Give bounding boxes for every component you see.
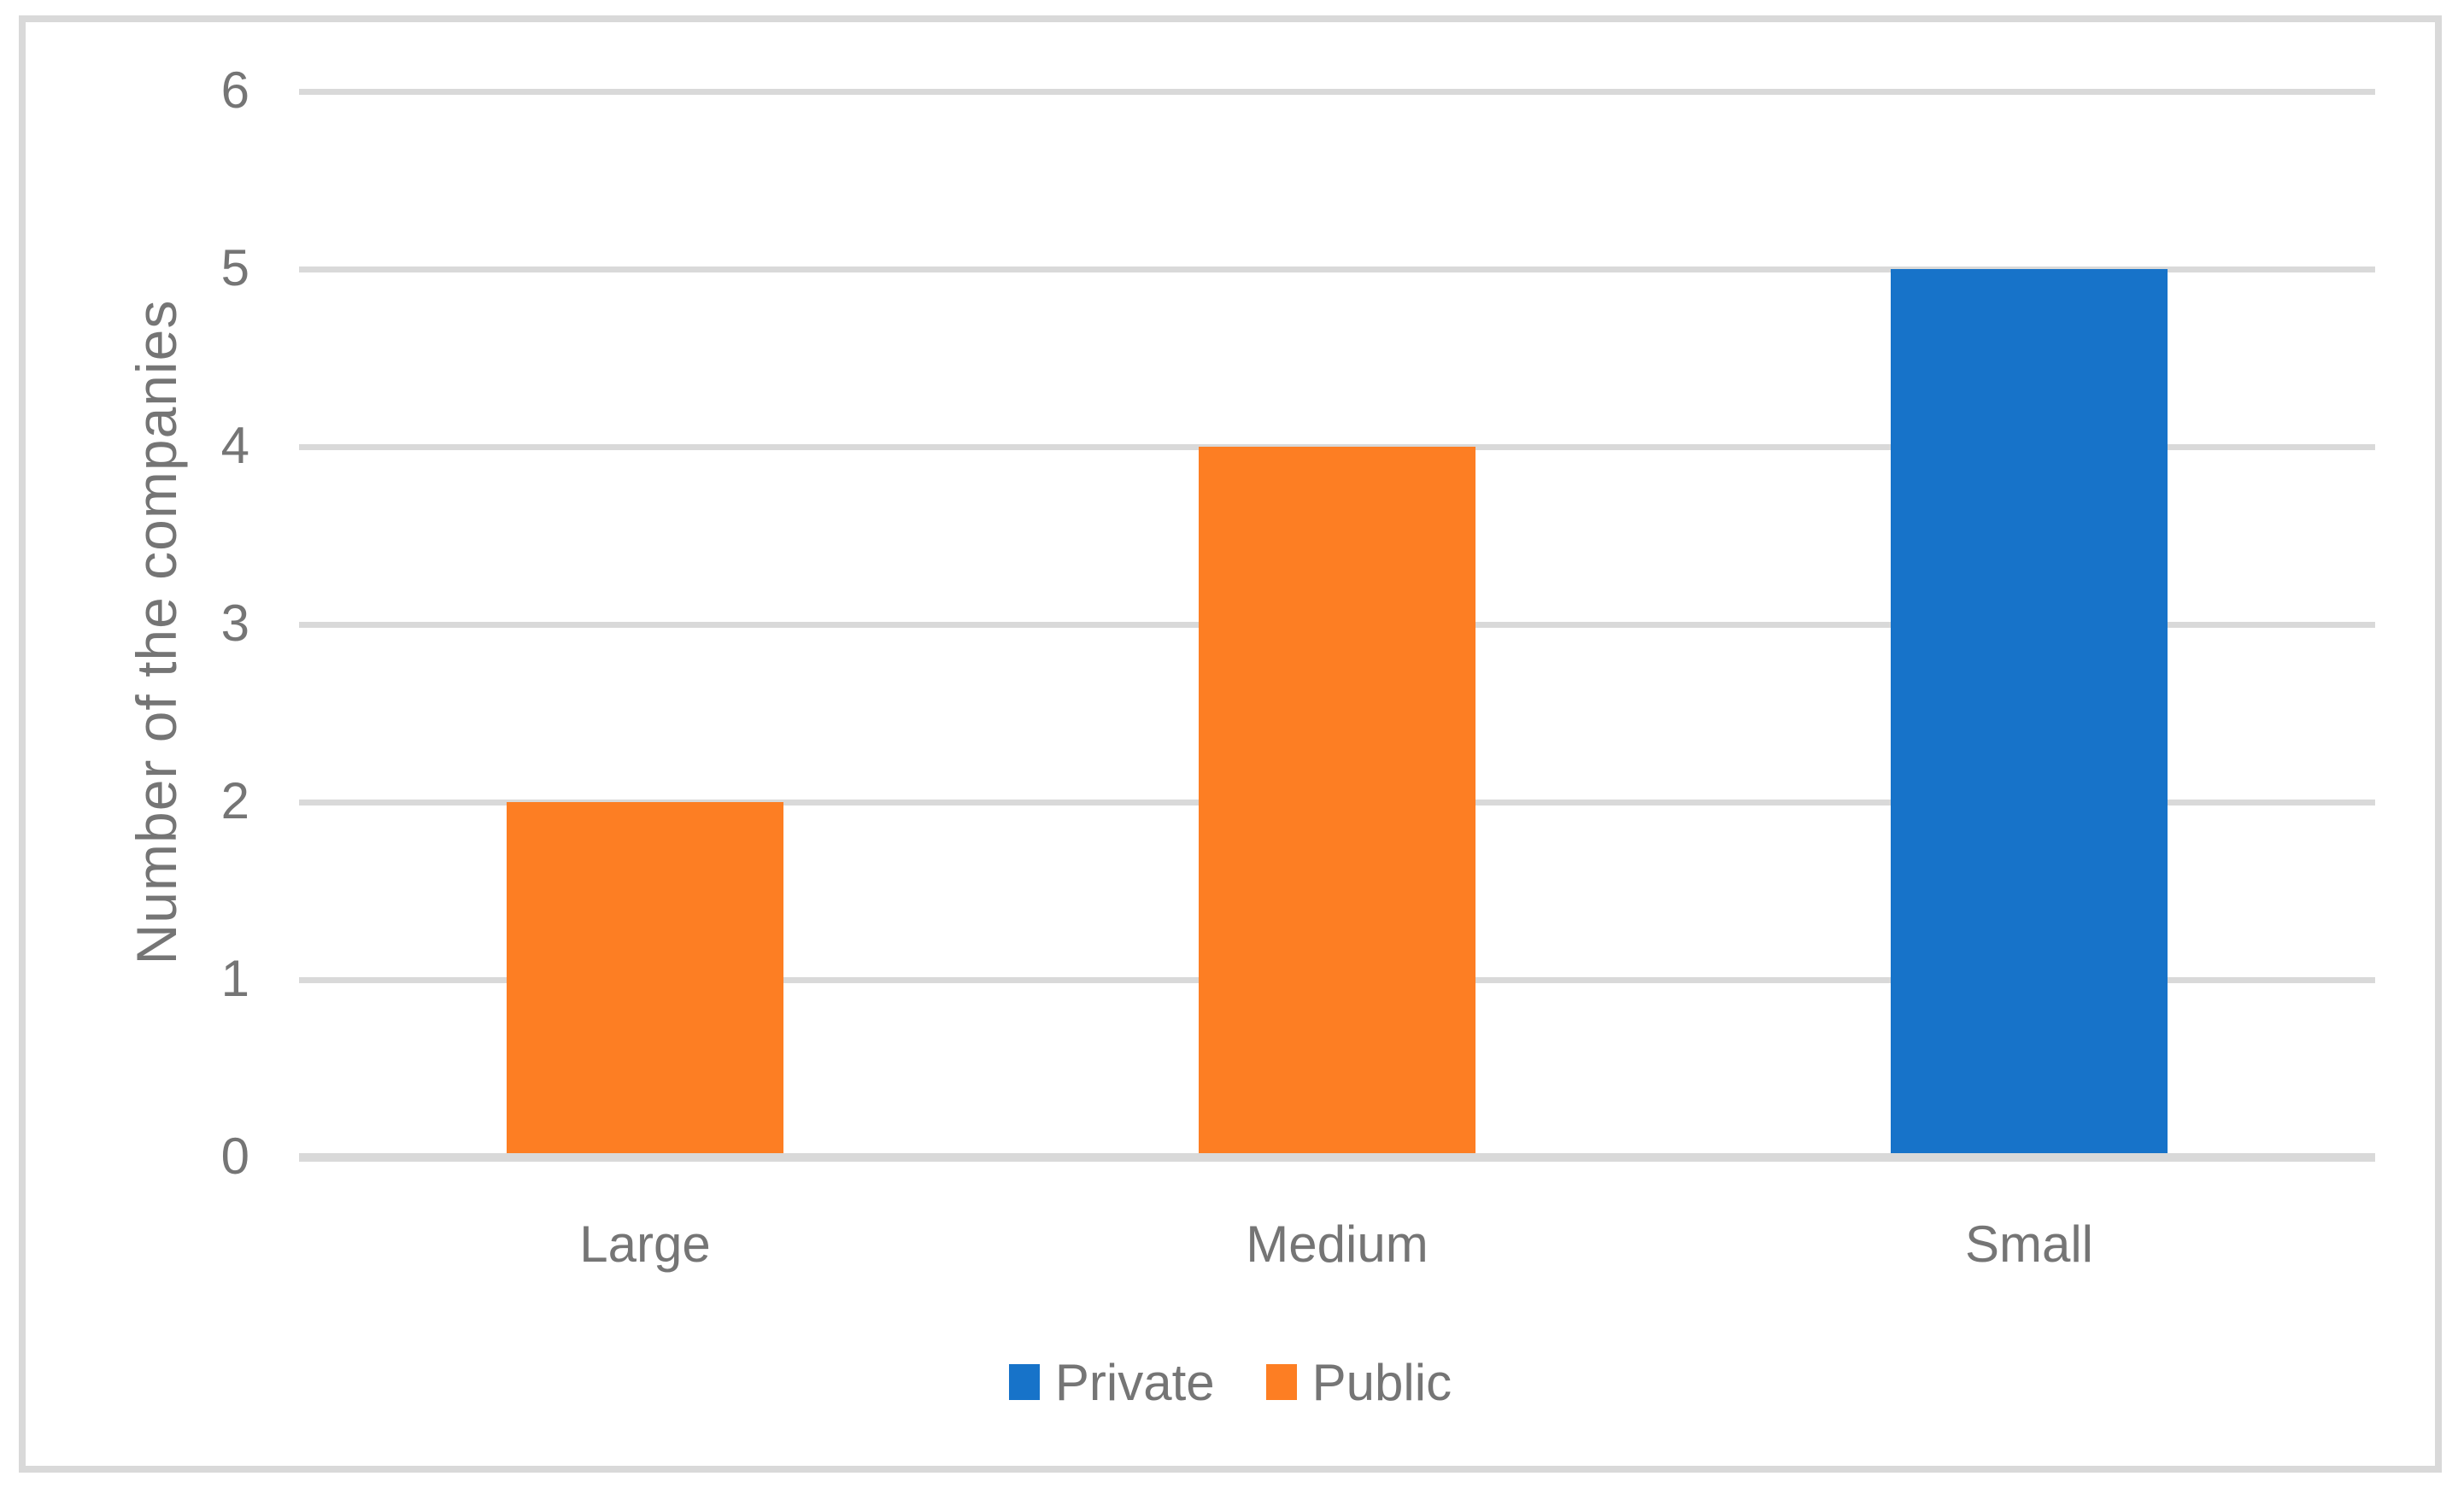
bar-large-public [507, 802, 783, 1157]
x-category-label-large: Large [579, 1216, 711, 1273]
bar-small-private [1891, 269, 2168, 1157]
x-category-label-small: Small [1964, 1216, 2094, 1273]
legend-item-private: Private [1008, 1353, 1215, 1412]
legend-item-public: Public [1265, 1353, 1452, 1412]
y-tick-label-2: 2 [220, 772, 249, 830]
y-tick-label-4: 4 [220, 417, 249, 475]
legend-swatch-private [1008, 1364, 1040, 1400]
legend: Private Public [26, 1348, 2435, 1416]
x-axis-labels: Large Medium Small [299, 1215, 2375, 1292]
legend-label-private: Private [1054, 1353, 1215, 1411]
plot-area: 0 1 2 3 4 5 6 [221, 62, 2375, 1185]
x-category-label-medium: Medium [1246, 1216, 1429, 1273]
bar-medium-public [1199, 447, 1475, 1157]
legend-swatch-public [1265, 1364, 1297, 1400]
legend-label-public: Public [1311, 1353, 1452, 1411]
y-tick-label-3: 3 [220, 595, 249, 653]
gridline-6 [299, 88, 2375, 95]
y-tick-label-6: 6 [220, 62, 249, 120]
y-tick-label-5: 5 [220, 239, 249, 297]
y-tick-label-1: 1 [220, 950, 249, 1008]
x-axis-line [299, 1153, 2375, 1162]
gridline-5 [299, 266, 2375, 272]
y-axis-title: Number of the companies [125, 299, 188, 965]
y-tick-label-0: 0 [220, 1128, 249, 1186]
